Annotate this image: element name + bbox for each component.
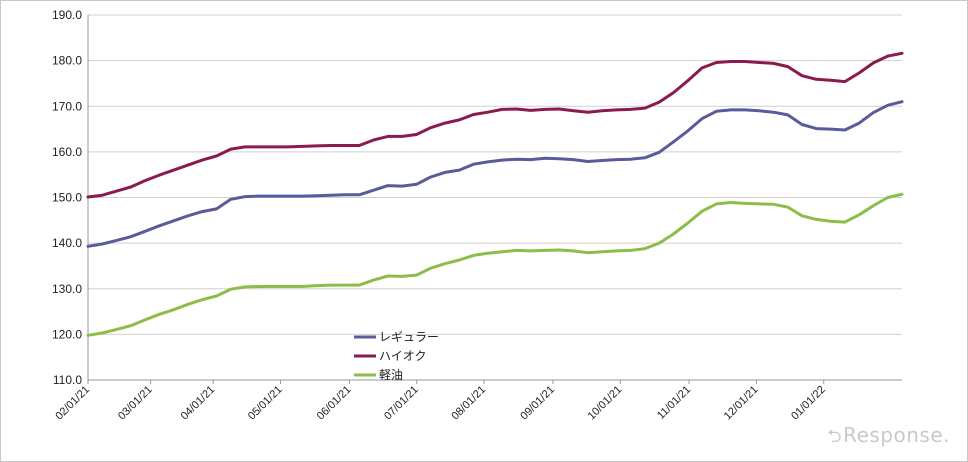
series-line-2 <box>86 192 904 337</box>
legend-label-0: レギュラー <box>379 330 439 344</box>
series-line-0 <box>86 100 904 248</box>
series-line-1 <box>86 51 904 199</box>
x-tick-label-5: 07/01/21 <box>382 384 421 423</box>
y-tick-label-4: 150.0 <box>52 191 82 205</box>
x-tick-label-4: 06/01/21 <box>315 384 354 423</box>
x-tick-label-3: 05/01/21 <box>246 384 285 423</box>
x-tick-label-10: 12/01/21 <box>722 384 761 423</box>
x-tick-label-2: 04/01/21 <box>179 384 218 423</box>
x-tick-label-11: 01/01/22 <box>789 384 828 423</box>
y-tick-label-0: 110.0 <box>53 373 82 387</box>
x-tick-label-6: 08/01/21 <box>449 384 488 423</box>
x-tick-label-0: 02/01/21 <box>53 384 92 423</box>
y-tick-label-7: 180.0 <box>52 54 82 68</box>
watermark-text: Response. <box>843 423 950 447</box>
legend-label-2: 軽油 <box>379 368 403 382</box>
x-tick-label-1: 03/01/21 <box>116 384 155 423</box>
y-tick-label-3: 140.0 <box>52 236 82 250</box>
y-tick-label-1: 120.0 <box>52 327 82 341</box>
legend-label-1: ハイオク <box>379 349 427 363</box>
watermark-arrow-icon: ⮌ <box>827 426 843 447</box>
y-tick-label-6: 170.0 <box>52 99 82 113</box>
y-tick-label-5: 160.0 <box>52 145 82 159</box>
x-tick-label-8: 10/01/21 <box>586 384 625 423</box>
y-tick-label-2: 130.0 <box>52 282 82 296</box>
response-watermark: ⮌Response. <box>827 423 950 454</box>
y-tick-label-8: 190.0 <box>52 8 82 22</box>
x-tick-label-9: 11/01/21 <box>655 384 693 422</box>
x-tick-label-7: 09/01/21 <box>518 384 557 423</box>
